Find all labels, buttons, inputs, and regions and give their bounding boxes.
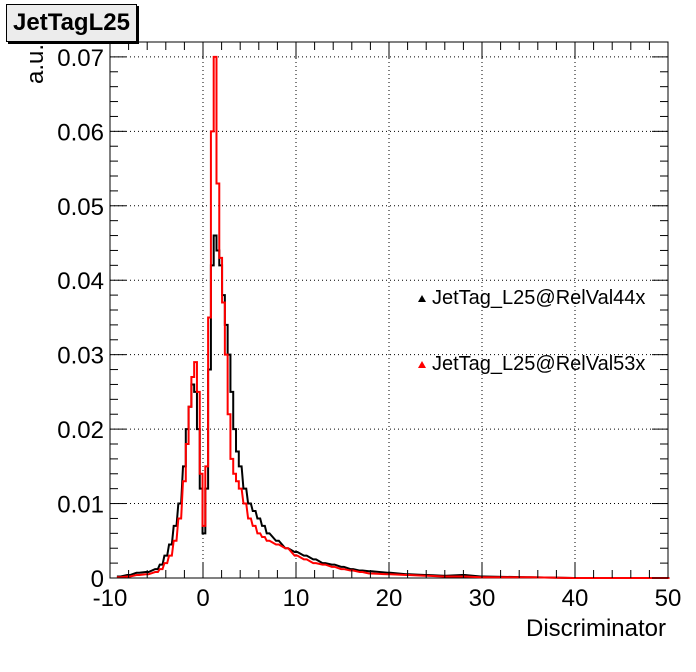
x-tick-label: 0 — [196, 585, 209, 612]
y-tick-label: 0 — [91, 566, 104, 593]
x-tick-label: 40 — [562, 585, 589, 612]
x-tick-label: -10 — [93, 585, 128, 612]
y-tick-label: 0.06 — [57, 119, 104, 146]
y-tick-label: 0.01 — [57, 492, 104, 519]
legend-marker-1 — [418, 295, 426, 302]
y-tick-label: 0.03 — [57, 343, 104, 370]
y-axis-label: a.u. — [22, 44, 49, 84]
y-tick-label: 0.05 — [57, 194, 104, 221]
y-tick-label: 0.04 — [57, 268, 104, 295]
series-layer — [116, 55, 670, 579]
chart-title: JetTagL25 — [6, 4, 137, 42]
y-tick-label: 0.02 — [57, 417, 104, 444]
legend-label-2: JetTag_L25@RelVal53x — [432, 353, 645, 375]
axes: -10 0 10 20 30 40 5000.010.020.030.040.050.060… — [57, 41, 682, 612]
x-tick-label: 10 — [283, 585, 310, 612]
legend-marker-2 — [418, 361, 426, 368]
histogram-series-2 — [116, 55, 670, 579]
histogram-series-1 — [116, 234, 670, 579]
x-tick-label: 20 — [376, 585, 403, 612]
x-tick-label: 50 — [655, 585, 682, 612]
legend-label-1: JetTag_L25@RelVal44x — [432, 287, 645, 309]
y-tick-label: 0.07 — [57, 45, 104, 72]
x-axis-label: Discriminator — [526, 615, 666, 642]
legend: JetTag_L25@RelVal44x JetTag_L25@RelVal53x — [418, 287, 645, 375]
x-tick-label: 30 — [469, 585, 496, 612]
